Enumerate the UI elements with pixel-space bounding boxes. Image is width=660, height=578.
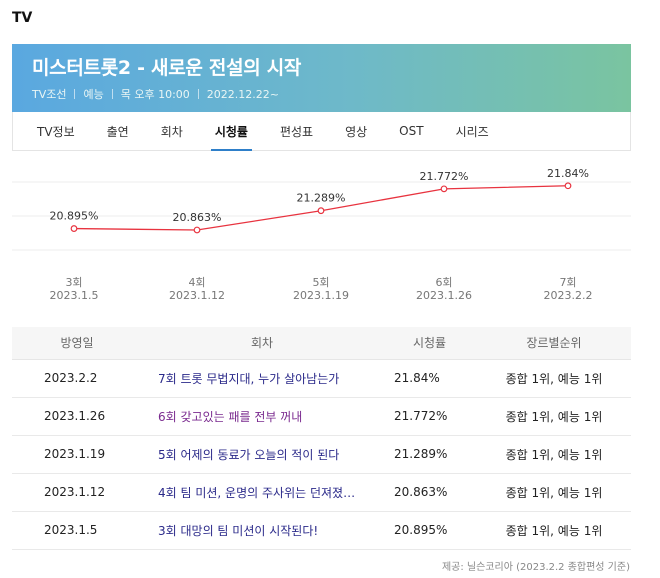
episode-link[interactable]: 4회 팀 미션, 운명의 주사위는 던져졌… [158, 485, 356, 500]
episode-cell: 5회 어제의 동료가 오늘의 적이 된다 [142, 435, 382, 474]
program-banner: 미스터트롯2 - 새로운 전설의 시작 TV조선 예능 목 오후 10:00 2… [12, 44, 631, 112]
x-tick-date: 2023.1.12 [169, 289, 225, 302]
x-tick-label: 6회 2023.1.26 [399, 276, 489, 302]
rating-value: 21.772% [382, 397, 477, 436]
program-meta: TV조선 예능 목 오후 10:00 2022.12.22~ [32, 86, 611, 102]
rating-point[interactable] [564, 182, 572, 190]
chart-x-axis: 3회 2023.1.5 4회 2023.1.12 5회 2023.1.19 6회… [12, 276, 631, 306]
tab-ratings[interactable]: 시청률 [199, 112, 264, 151]
episode-cell: 6회 갖고있는 패를 전부 꺼내 [142, 397, 382, 436]
table-header-row: 방영일 회차 시청률 장르별순위 [12, 327, 631, 360]
x-tick-episode: 5회 [312, 276, 330, 289]
rating-data-label: 21.772% [420, 170, 469, 183]
rating-value: 21.84% [382, 359, 477, 398]
x-tick-date: 2023.1.5 [49, 289, 99, 302]
rating-data-label: 20.863% [173, 211, 222, 224]
rating-value: 20.895% [382, 511, 477, 550]
air-schedule: 목 오후 10:00 [120, 88, 190, 101]
x-tick-date: 2023.2.2 [543, 289, 593, 302]
rating-value: 20.863% [382, 473, 477, 512]
genre-rank: 종합 1위, 예능 1위 [477, 359, 631, 398]
tab-ost[interactable]: OST [399, 124, 424, 138]
air-date: 2023.1.19 [12, 435, 142, 474]
channel-name[interactable]: TV조선 [32, 88, 67, 101]
air-date: 2023.1.5 [12, 511, 142, 550]
table-row: 2023.1.19 5회 어제의 동료가 오늘의 적이 된다 21.289% 종… [12, 435, 631, 474]
program-title[interactable]: 미스터트롯2 - 새로운 전설의 시작 [32, 57, 302, 79]
x-tick-label: 3회 2023.1.5 [29, 276, 119, 302]
section-label: TV [12, 10, 33, 26]
episode-link[interactable]: 5회 어제의 동료가 오늘의 적이 된다 [158, 447, 340, 462]
rating-value: 21.289% [382, 435, 477, 474]
data-source-note: 제공: 닐슨코리아 (2023.2.2 종합편성 기준) [441, 562, 630, 573]
genre-rank: 종합 1위, 예능 1위 [477, 473, 631, 512]
rating-data-label: 21.84% [547, 167, 589, 180]
rating-point[interactable] [70, 225, 78, 232]
rating-data-label: 21.289% [297, 192, 346, 205]
tab-tv-info[interactable]: TV정보 [37, 124, 75, 139]
air-date: 2023.1.26 [12, 397, 142, 436]
header-genre-rank: 장르별순위 [477, 327, 631, 360]
air-date: 2023.2.2 [12, 359, 142, 398]
table-row: 2023.2.2 7회 트롯 무법지대, 누가 살아남는가 21.84% 종합 … [12, 359, 631, 398]
table-row: 2023.1.26 6회 갖고있는 패를 전부 꺼내 21.772% 종합 1위… [12, 397, 631, 436]
tab-series[interactable]: 시리즈 [455, 124, 489, 139]
program-tabs: TV정보 출연 회차 시청률 편성표 영상 OST 시리즈 [12, 112, 631, 151]
meta-divider [197, 89, 199, 99]
table-row: 2023.1.5 3회 대망의 팀 미션이 시작된다! 20.895% 종합 1… [12, 511, 631, 550]
tab-schedule[interactable]: 편성표 [279, 124, 314, 139]
x-tick-date: 2023.1.19 [293, 289, 349, 302]
episode-link[interactable]: 3회 대망의 팀 미션이 시작된다! [158, 523, 319, 538]
episode-link[interactable]: 6회 갖고있는 패를 전부 꺼내 [158, 409, 303, 424]
air-date: 2023.1.12 [12, 473, 142, 512]
header-episode: 회차 [142, 327, 382, 360]
header-rating: 시청률 [382, 327, 477, 360]
x-tick-label: 4회 2023.1.12 [152, 276, 242, 302]
ratings-chart: 20.895% 20.863% 21.289% 21.772% 21.84% [12, 162, 631, 312]
x-tick-label: 5회 2023.1.19 [276, 276, 366, 302]
tab-episodes[interactable]: 회차 [160, 124, 183, 139]
tab-video[interactable]: 영상 [345, 124, 368, 139]
x-tick-episode: 6회 [435, 276, 453, 289]
x-tick-date: 2023.1.26 [416, 289, 472, 302]
start-date: 2022.12.22~ [206, 87, 279, 101]
meta-divider [74, 89, 76, 99]
rating-point[interactable] [193, 226, 201, 234]
rating-point[interactable] [317, 207, 325, 215]
rating-data-label: 20.895% [50, 210, 99, 223]
ratings-table: 방영일 회차 시청률 장르별순위 2023.2.2 7회 트롯 무법지대, 누가… [12, 327, 631, 550]
x-tick-label: 7회 2023.2.2 [523, 276, 613, 302]
genre-rank: 종합 1위, 예능 1위 [477, 397, 631, 436]
episode-cell: 3회 대망의 팀 미션이 시작된다! [142, 511, 382, 550]
header-air-date: 방영일 [12, 327, 142, 360]
rating-point[interactable] [440, 185, 448, 193]
genre-rank: 종합 1위, 예능 1위 [477, 511, 631, 550]
genre-name: 예능 [83, 88, 104, 101]
genre-rank: 종합 1위, 예능 1위 [477, 435, 631, 474]
episode-cell: 4회 팀 미션, 운명의 주사위는 던져졌… [142, 473, 382, 512]
x-tick-episode: 4회 [188, 276, 206, 289]
tab-cast[interactable]: 출연 [106, 124, 129, 139]
ratings-line-chart: 20.895% 20.863% 21.289% 21.772% 21.84% [12, 167, 631, 251]
x-tick-episode: 3회 [65, 276, 83, 289]
episode-link[interactable]: 7회 트롯 무법지대, 누가 살아남는가 [158, 371, 340, 386]
x-tick-episode: 7회 [559, 276, 577, 289]
episode-cell: 7회 트롯 무법지대, 누가 살아남는가 [142, 359, 382, 398]
table-row: 2023.1.12 4회 팀 미션, 운명의 주사위는 던져졌… 20.863%… [12, 473, 631, 512]
meta-divider [111, 89, 113, 99]
